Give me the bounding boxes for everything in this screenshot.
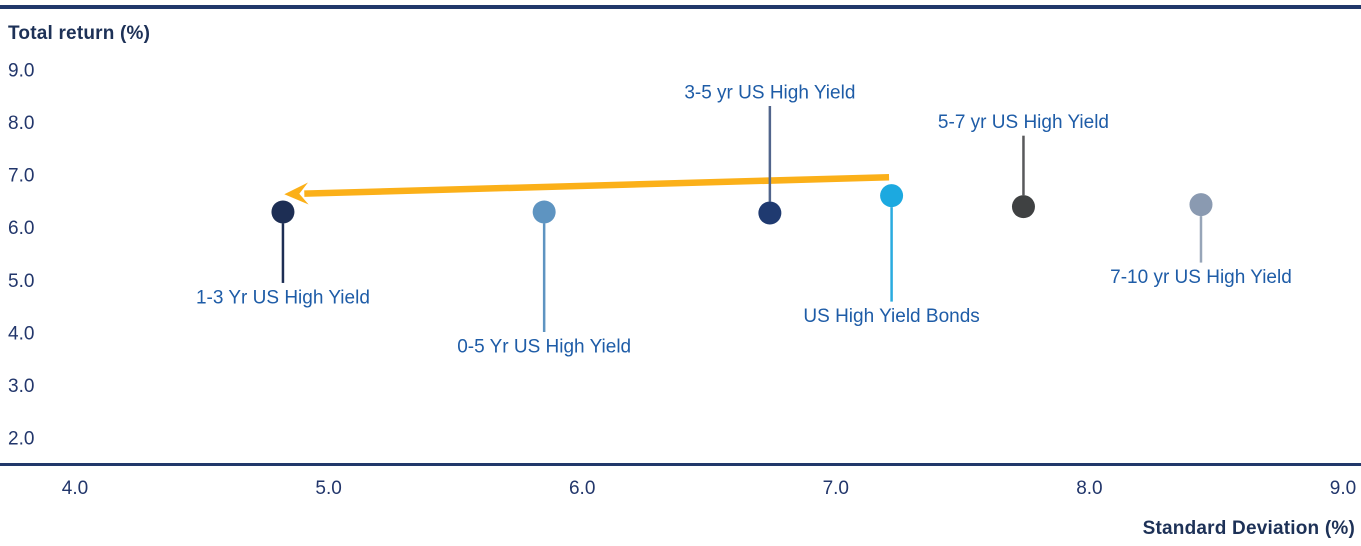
x-tick-label: 9.0 xyxy=(1330,478,1356,499)
y-tick-label: 7.0 xyxy=(8,166,34,187)
y-tick-label: 5.0 xyxy=(8,271,34,292)
x-tick-label: 5.0 xyxy=(315,478,341,499)
top-border-rule xyxy=(0,5,1361,9)
point-label: 7-10 yr US High Yield xyxy=(1110,267,1292,288)
x-axis-title: Standard Deviation (%) xyxy=(1142,518,1355,539)
y-axis-title: Total return (%) xyxy=(8,23,151,44)
data-point xyxy=(758,201,782,225)
y-tick-label: 2.0 xyxy=(8,429,34,450)
y-tick-label: 6.0 xyxy=(8,218,34,239)
y-tick-label: 8.0 xyxy=(8,113,34,134)
data-point xyxy=(1189,193,1213,217)
y-tick-label: 9.0 xyxy=(8,61,34,82)
point-label: 5-7 yr US High Yield xyxy=(938,112,1109,133)
data-point xyxy=(1011,195,1035,219)
point-label: US High Yield Bonds xyxy=(803,306,979,327)
data-point xyxy=(532,200,556,224)
x-tick-label: 6.0 xyxy=(569,478,595,499)
point-label: 3-5 yr US High Yield xyxy=(684,82,855,103)
data-point xyxy=(271,200,295,224)
data-point xyxy=(880,184,904,208)
x-tick-label: 8.0 xyxy=(1076,478,1102,499)
point-label: 0-5 Yr US High Yield xyxy=(457,336,631,357)
point-label: 1-3 Yr US High Yield xyxy=(196,287,370,308)
trend-arrow-shaft xyxy=(304,173,890,197)
y-tick-label: 4.0 xyxy=(8,323,34,344)
trend-arrow-head xyxy=(284,182,309,205)
x-tick-label: 7.0 xyxy=(823,478,849,499)
x-tick-label: 4.0 xyxy=(62,478,88,499)
x-axis-line xyxy=(0,463,1361,466)
y-tick-label: 3.0 xyxy=(8,376,34,397)
